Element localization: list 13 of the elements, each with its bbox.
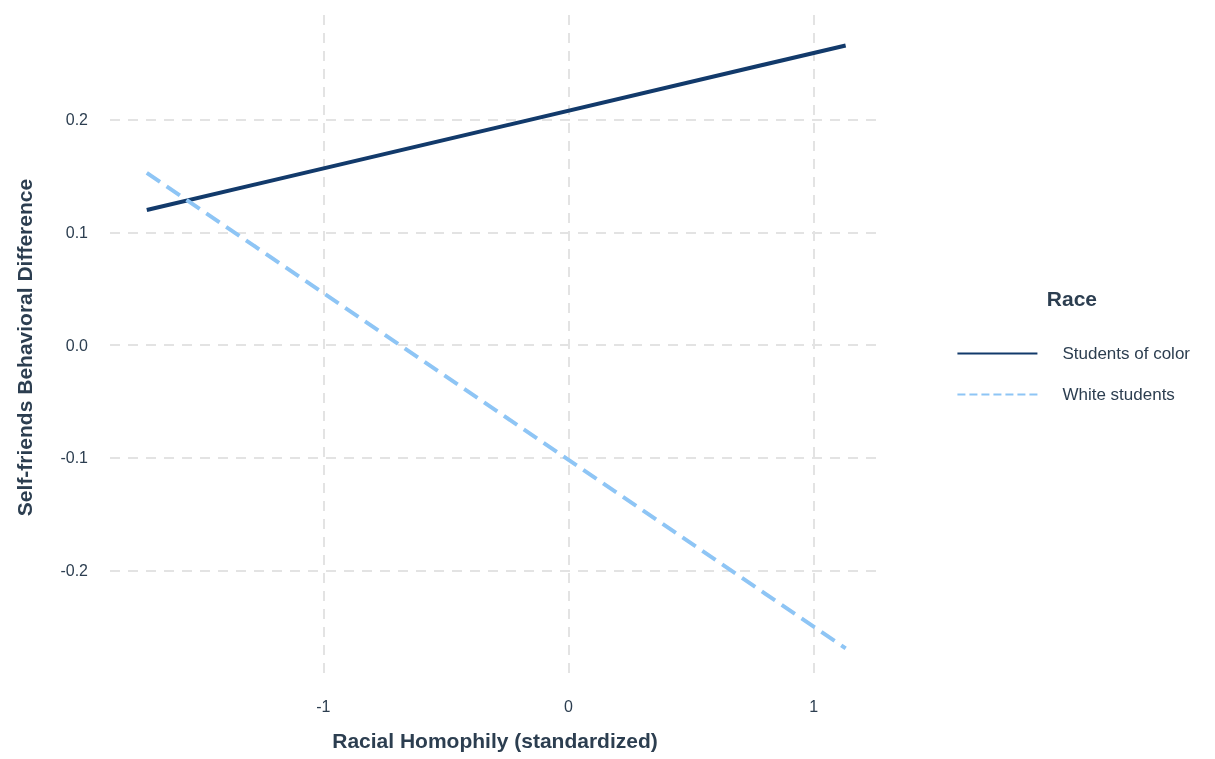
y-tick-label: 0.1 [65, 224, 89, 242]
y-tick-label: 0.0 [65, 336, 89, 354]
legend-title: Race [1046, 287, 1097, 310]
y-tick-label: -0.2 [60, 562, 89, 580]
x-tick-label: 1 [809, 697, 819, 715]
legend-label: Students of color [1062, 344, 1191, 363]
x-tick-label: 0 [564, 697, 574, 715]
legend-label: White students [1062, 385, 1175, 404]
y-axis-title: Self-friends Behavioral Difference [13, 178, 36, 517]
x-tick-label: -1 [316, 697, 331, 715]
y-tick-label: 0.2 [65, 111, 89, 129]
y-tick-label: -0.1 [60, 449, 89, 467]
x-axis-title: Racial Homophily (standardized) [332, 729, 658, 752]
